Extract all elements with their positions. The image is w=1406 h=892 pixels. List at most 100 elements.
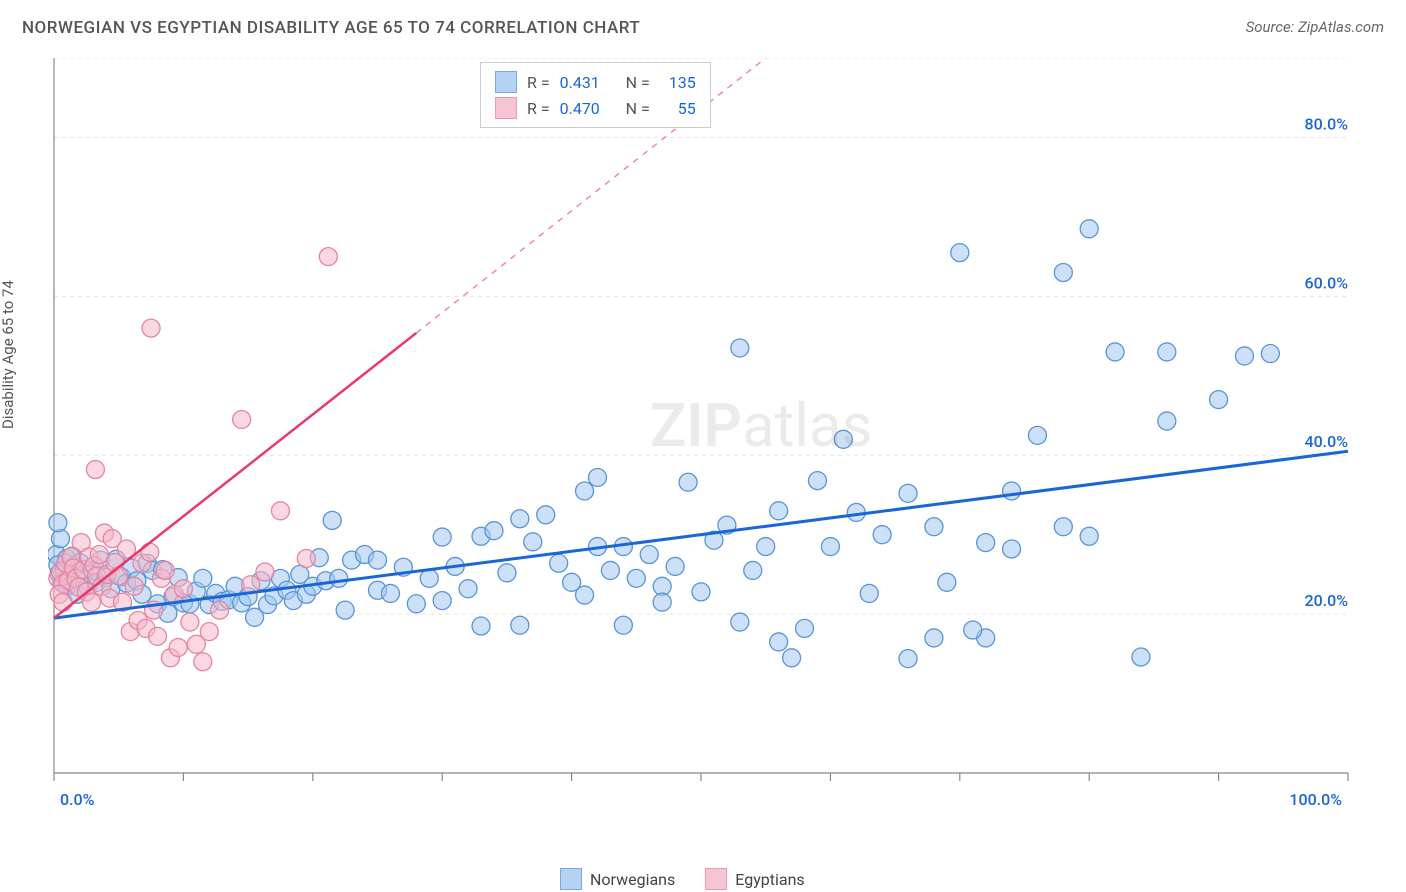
source-attribution: Source: ZipAtlas.com xyxy=(1246,18,1384,36)
data-point xyxy=(614,616,632,634)
legend-r-key: R = xyxy=(527,73,550,92)
data-point xyxy=(731,613,749,631)
data-point xyxy=(323,511,341,529)
data-point xyxy=(588,468,606,486)
data-point xyxy=(1261,345,1279,363)
data-point xyxy=(550,554,568,572)
data-point xyxy=(472,617,490,635)
legend-swatch xyxy=(560,868,582,890)
data-point xyxy=(666,557,684,575)
data-point xyxy=(925,629,943,647)
y-tick-label: 20.0% xyxy=(1304,591,1348,610)
data-point xyxy=(51,530,69,548)
chart-header: NORWEGIAN VS EGYPTIAN DISABILITY AGE 65 … xyxy=(22,18,1384,48)
data-point xyxy=(873,526,891,544)
data-point xyxy=(433,528,451,546)
data-point xyxy=(601,561,619,579)
data-point xyxy=(1158,412,1176,430)
data-point xyxy=(692,583,710,601)
data-point xyxy=(141,543,159,561)
legend-series-name: Norwegians xyxy=(590,870,675,889)
data-point xyxy=(744,561,762,579)
series-legend: Norwegians Egyptians xyxy=(560,868,805,890)
data-point xyxy=(86,461,104,479)
y-tick-label: 40.0% xyxy=(1304,432,1348,451)
data-point xyxy=(576,482,594,500)
data-point xyxy=(1003,540,1021,558)
data-point xyxy=(1210,391,1228,409)
legend-n-key: N = xyxy=(626,73,650,92)
data-point xyxy=(407,595,425,613)
data-point xyxy=(125,577,143,595)
data-point xyxy=(1003,482,1021,500)
data-point xyxy=(770,633,788,651)
data-point xyxy=(576,586,594,604)
data-point xyxy=(679,473,697,491)
correlation-legend: R =0.431N =135R =0.470N =55 xyxy=(480,62,711,128)
data-point xyxy=(770,502,788,520)
data-point xyxy=(256,563,274,581)
legend-swatch xyxy=(705,868,727,890)
data-point xyxy=(653,593,671,611)
data-point xyxy=(194,653,212,671)
legend-row: R =0.470N =55 xyxy=(495,95,696,121)
data-point xyxy=(211,601,229,619)
data-point xyxy=(420,569,438,587)
data-point xyxy=(627,569,645,587)
data-point xyxy=(977,534,995,552)
y-tick-label: 80.0% xyxy=(1304,114,1348,133)
data-point xyxy=(1054,264,1072,282)
chart-title: NORWEGIAN VS EGYPTIAN DISABILITY AGE 65 … xyxy=(22,18,1384,38)
legend-series-item: Norwegians xyxy=(560,868,675,890)
legend-n-val: 55 xyxy=(660,99,696,118)
trend-line-solid xyxy=(54,333,416,618)
legend-r-key: R = xyxy=(527,99,550,118)
data-point xyxy=(899,484,917,502)
data-point xyxy=(233,410,251,428)
x-tick-label: 0.0% xyxy=(60,790,95,808)
legend-swatch xyxy=(495,97,517,119)
data-point xyxy=(1132,648,1150,666)
data-point xyxy=(181,613,199,631)
data-point xyxy=(381,584,399,602)
data-point xyxy=(1028,426,1046,444)
data-point xyxy=(1080,220,1098,238)
data-point xyxy=(174,580,192,598)
data-point xyxy=(369,551,387,569)
data-point xyxy=(925,518,943,536)
legend-series-name: Egyptians xyxy=(735,870,804,889)
data-point xyxy=(156,561,174,579)
data-point xyxy=(485,522,503,540)
data-point xyxy=(498,564,516,582)
data-point xyxy=(1106,343,1124,361)
data-point xyxy=(860,584,878,602)
data-point xyxy=(511,510,529,528)
data-point xyxy=(200,623,218,641)
data-point xyxy=(537,506,555,524)
data-point xyxy=(194,569,212,587)
data-point xyxy=(149,627,167,645)
data-point xyxy=(1158,343,1176,361)
data-point xyxy=(459,580,477,598)
x-tick-label: 100.0% xyxy=(1289,790,1342,808)
data-point xyxy=(899,650,917,668)
data-point xyxy=(271,502,289,520)
data-point xyxy=(796,619,814,637)
data-point xyxy=(1054,518,1072,536)
y-tick-label: 60.0% xyxy=(1304,273,1348,292)
data-point xyxy=(49,514,67,532)
data-point xyxy=(297,550,315,568)
data-point xyxy=(938,573,956,591)
legend-row: R = 0.431 N = 135 xyxy=(495,69,696,95)
data-point xyxy=(433,592,451,610)
legend-n-key: N = xyxy=(626,99,650,118)
data-point xyxy=(142,319,160,337)
legend-r-val: 0.431 xyxy=(560,73,616,92)
legend-n-val: 135 xyxy=(660,73,696,92)
data-point xyxy=(783,649,801,667)
data-point xyxy=(640,546,658,564)
data-point xyxy=(834,430,852,448)
data-point xyxy=(951,244,969,262)
data-point xyxy=(54,593,72,611)
data-point xyxy=(110,567,128,585)
